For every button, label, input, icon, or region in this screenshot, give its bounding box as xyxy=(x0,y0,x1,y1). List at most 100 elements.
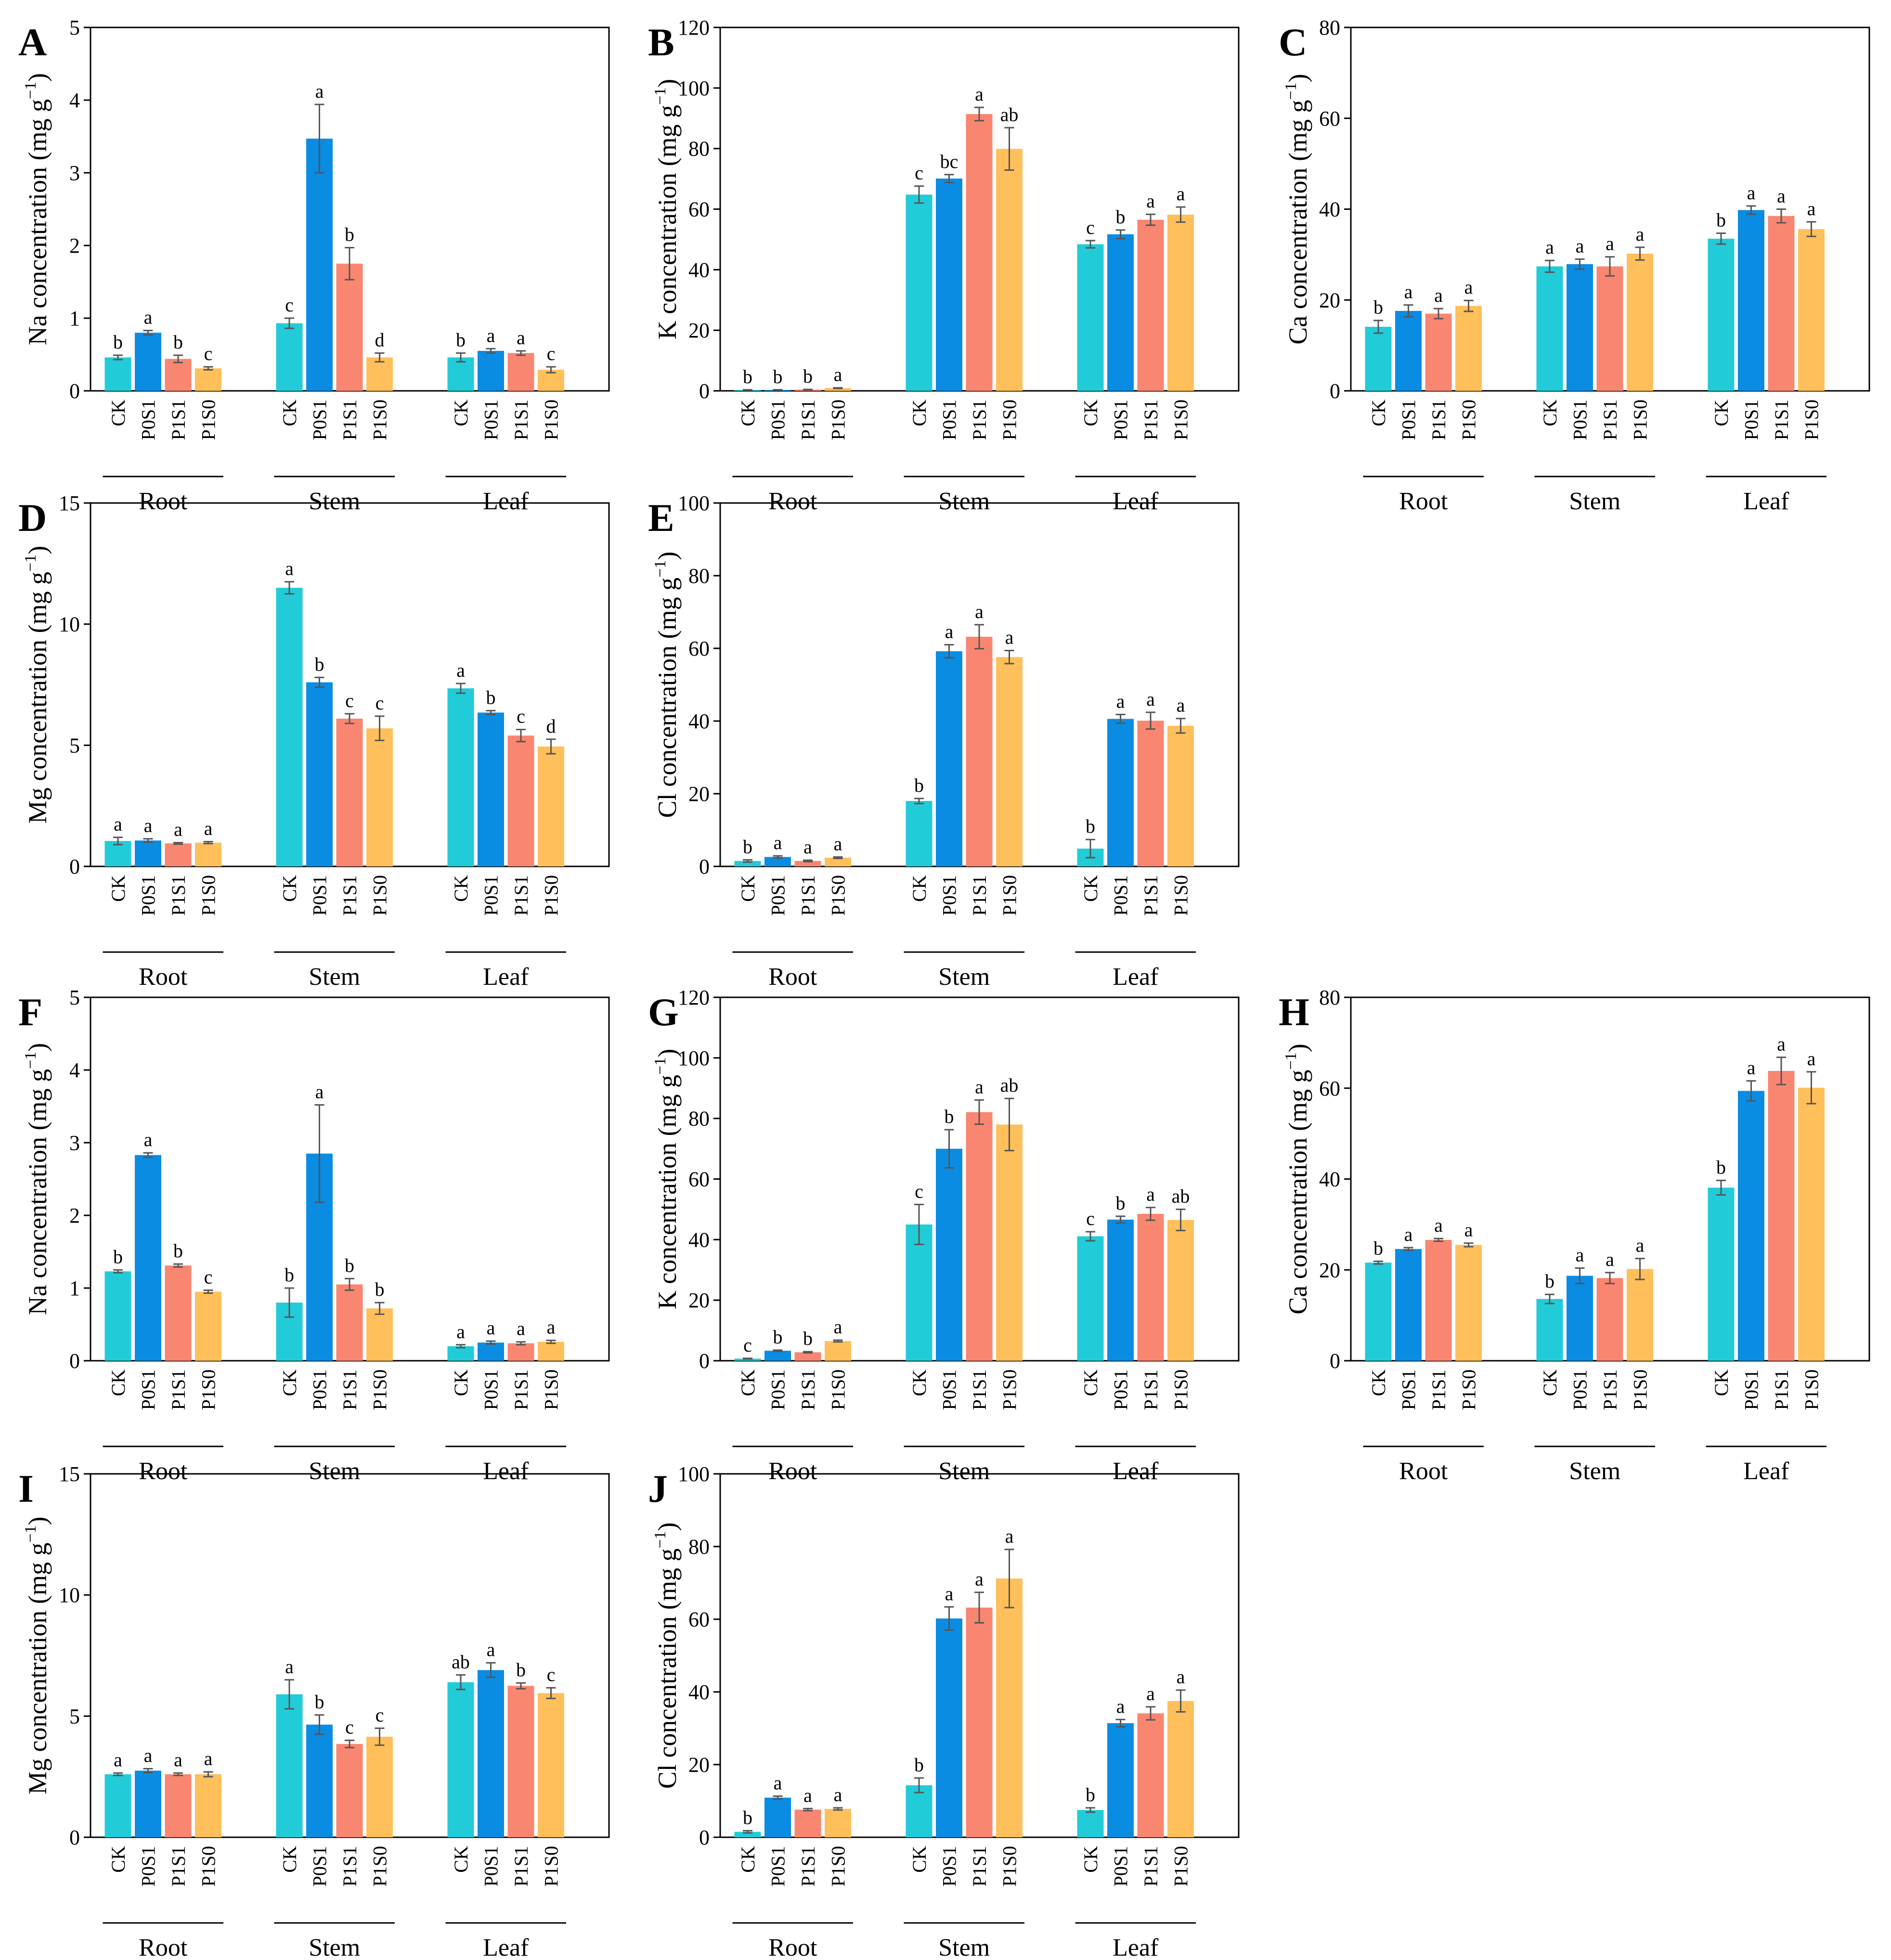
bar-p0s1-leaf xyxy=(1738,1091,1764,1361)
y-axis-label-superscript: −1 xyxy=(651,88,669,105)
bar-p1s1-leaf xyxy=(507,735,534,866)
group-label-root: Root xyxy=(768,963,817,991)
bar-p0s1-stem xyxy=(936,651,962,866)
bar-p1s0-root xyxy=(1455,1245,1482,1361)
bar-label: CK xyxy=(450,875,472,902)
y-tick-label: 3 xyxy=(69,1131,80,1155)
significance-letter: c xyxy=(1086,217,1095,238)
significance-letter: a xyxy=(1177,1666,1185,1688)
y-axis-label-text: Ca concentration (mg g xyxy=(1283,1070,1312,1314)
bar-p1s0-leaf xyxy=(538,746,564,866)
significance-letter: b xyxy=(1116,206,1126,228)
significance-letter: a xyxy=(1146,190,1155,212)
bar-label: P1S0 xyxy=(541,400,562,440)
significance-letter: a xyxy=(1404,1224,1413,1245)
bar-ck-stem xyxy=(276,323,303,391)
bar-ck-leaf xyxy=(447,1682,474,1837)
significance-letter: b xyxy=(315,1691,324,1713)
bar-label: P0S1 xyxy=(767,1846,789,1887)
significance-letter: b xyxy=(743,836,752,857)
significance-letter: a xyxy=(1005,1525,1014,1547)
bar-label: P1S1 xyxy=(969,1846,990,1887)
significance-letter: b xyxy=(803,365,813,387)
significance-letter: a xyxy=(975,83,984,105)
y-tick-label: 60 xyxy=(688,1608,710,1631)
bar-ck-root xyxy=(734,861,761,866)
bar-p1s1-stem xyxy=(1596,266,1623,391)
bar-p1s0-root xyxy=(195,842,221,866)
significance-letter: c xyxy=(376,1704,384,1726)
significance-letter: b xyxy=(1716,209,1726,231)
significance-letter: a xyxy=(1636,223,1645,245)
y-tick-label: 0 xyxy=(699,379,710,403)
bar-p0s1-leaf xyxy=(1107,234,1134,391)
bar-p1s0-stem xyxy=(366,1737,393,1837)
bar-label: CK xyxy=(1080,400,1101,426)
bar-ck-leaf xyxy=(447,1346,474,1361)
bar-label: P1S1 xyxy=(339,1369,361,1410)
panel-letter: A xyxy=(18,20,47,64)
significance-letter: b xyxy=(914,1754,924,1776)
y-axis-label-superscript: −1 xyxy=(1282,1052,1300,1070)
y-axis-label-close: ) xyxy=(23,73,52,82)
y-axis-label-close: ) xyxy=(653,79,682,88)
y-axis-label: Ca concentration (mg g−1) xyxy=(1282,1044,1312,1315)
significance-letter: b xyxy=(773,1326,783,1348)
bar-p0s1-leaf xyxy=(478,350,504,391)
bar-label: P0S1 xyxy=(1110,400,1132,440)
y-tick-label: 2 xyxy=(69,234,80,258)
bar-p1s0-stem xyxy=(1627,1269,1653,1361)
bar-p1s0-leaf xyxy=(1167,1220,1194,1361)
bar-p1s1-leaf xyxy=(1137,1213,1164,1361)
y-axis-label-superscript: −1 xyxy=(22,82,39,99)
y-tick-label: 40 xyxy=(688,1680,710,1704)
bar-label: CK xyxy=(1080,1846,1101,1873)
bar-label: P1S1 xyxy=(168,400,189,440)
bar-label: CK xyxy=(1368,400,1389,426)
significance-letter: a xyxy=(487,1317,495,1339)
significance-letter: ab xyxy=(1172,1185,1190,1207)
group-label-stem: Stem xyxy=(938,963,990,991)
y-tick-label: 15 xyxy=(59,491,80,515)
y-tick-label: 0 xyxy=(69,855,80,878)
y-axis-label-text: K concentration (mg g xyxy=(653,105,682,339)
significance-letter: b xyxy=(285,1264,294,1286)
bar-ck-root xyxy=(104,1774,131,1837)
bar-p1s0-leaf xyxy=(538,1693,564,1837)
significance-letter: a xyxy=(975,1076,984,1097)
significance-letter: c xyxy=(345,1716,354,1738)
significance-letter: ab xyxy=(1000,103,1019,125)
significance-letter: b xyxy=(914,774,924,796)
bar-p1s0-stem xyxy=(366,728,393,866)
bar-label: P1S0 xyxy=(1630,1369,1651,1410)
panel-c: 0 20 40 60 80 Ca concentration (mg g−1) Cb CK a P… xyxy=(1279,16,1870,515)
y-tick-label: 20 xyxy=(688,319,710,342)
bar-p0s1-stem xyxy=(306,682,333,866)
significance-letter: b xyxy=(1116,1192,1126,1214)
significance-letter: a xyxy=(1434,284,1443,306)
significance-letter: b xyxy=(375,1278,385,1300)
bar-label: P1S0 xyxy=(198,875,220,916)
bar-p1s0-leaf xyxy=(1167,725,1194,866)
panel-b: 0 20 40 60 80 100 120 K concentration (mg g−1) B… xyxy=(648,16,1240,515)
group-label-leaf: Leaf xyxy=(1743,1457,1789,1485)
bar-label: P0S1 xyxy=(480,875,502,916)
significance-letter: a xyxy=(975,1568,984,1590)
bar-label: CK xyxy=(737,1846,759,1873)
group-label-root: Root xyxy=(139,488,188,515)
bar-label: P1S0 xyxy=(1458,400,1480,440)
y-tick-label: 0 xyxy=(1330,1349,1340,1373)
bar-p1s0-stem xyxy=(366,1308,393,1361)
y-tick-label: 1 xyxy=(69,307,80,330)
significance-letter: c xyxy=(204,343,213,364)
significance-letter: c xyxy=(547,343,556,364)
bar-label: CK xyxy=(908,1846,930,1873)
significance-letter: b xyxy=(173,331,183,353)
y-axis-label: Cl concentration (mg g−1) xyxy=(651,1522,682,1789)
y-axis-label-close: ) xyxy=(23,1517,52,1525)
bar-label: P1S1 xyxy=(1140,1369,1162,1410)
bar-p1s0-root xyxy=(825,1809,851,1837)
bar-p1s1-root xyxy=(794,1809,821,1837)
bar-p1s1-stem xyxy=(966,1112,993,1361)
